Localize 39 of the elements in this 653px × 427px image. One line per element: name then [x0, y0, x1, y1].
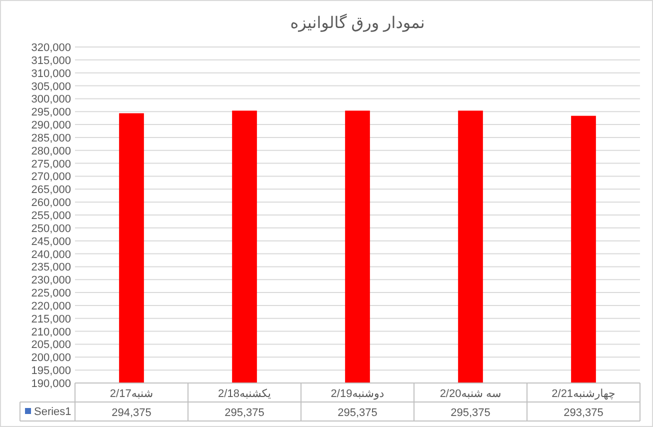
x-tick-label: شنبه2/17	[110, 388, 154, 400]
y-tick-label: 305,000	[31, 80, 71, 93]
x-tick-label: دوشنبه2/19	[330, 388, 384, 400]
y-tick-label: 240,000	[31, 248, 71, 261]
y-tick-label: 210,000	[31, 326, 71, 338]
y-tick-label: 270,000	[31, 171, 71, 184]
y-tick-label: 215,000	[31, 313, 71, 326]
data-label: 293,375	[564, 407, 604, 419]
y-tick-label: 285,000	[31, 132, 71, 144]
y-tick-label: 300,000	[31, 94, 71, 106]
y-tick-label: 320,000	[31, 42, 71, 54]
y-tick-label: 245,000	[31, 236, 71, 248]
x-tick-label: سه شنبه2/20	[440, 388, 502, 400]
y-tick-label: 220,000	[31, 300, 71, 312]
data-label: 295,375	[224, 407, 264, 419]
y-tick-label: 280,000	[31, 145, 71, 158]
y-tick-label: 315,000	[31, 54, 71, 67]
data-label: 294,375	[112, 407, 152, 419]
y-tick-label: 205,000	[31, 339, 71, 352]
y-tick-label: 310,000	[31, 68, 71, 80]
y-tick-label: 290,000	[31, 120, 71, 132]
text: Series1	[34, 406, 72, 418]
y-tick-label: 275,000	[31, 158, 71, 170]
y-tick-label: 250,000	[31, 222, 71, 235]
y-tick-label: 200,000	[31, 352, 71, 364]
y-tick-label: 225,000	[31, 288, 71, 300]
y-tick-label: 255,000	[31, 210, 71, 222]
x-tick-label: یکشنبه2/18	[218, 388, 271, 400]
y-tick-label: 295,000	[31, 106, 71, 119]
y-tick-label: 235,000	[31, 262, 71, 274]
x-tick-label: چهارشنبه2/21	[552, 388, 616, 400]
y-tick-label: 230,000	[31, 274, 71, 287]
y-tick-label: 195,000	[31, 365, 71, 378]
y-tick-label: 260,000	[31, 197, 71, 210]
data-label: 295,375	[450, 407, 490, 419]
data-label: 295,375	[338, 407, 378, 419]
y-tick-label: 190,000	[31, 378, 71, 390]
chart-title: نمودار ورق گالوانیزه	[290, 13, 425, 32]
y-tick-label: 265,000	[31, 184, 71, 196]
